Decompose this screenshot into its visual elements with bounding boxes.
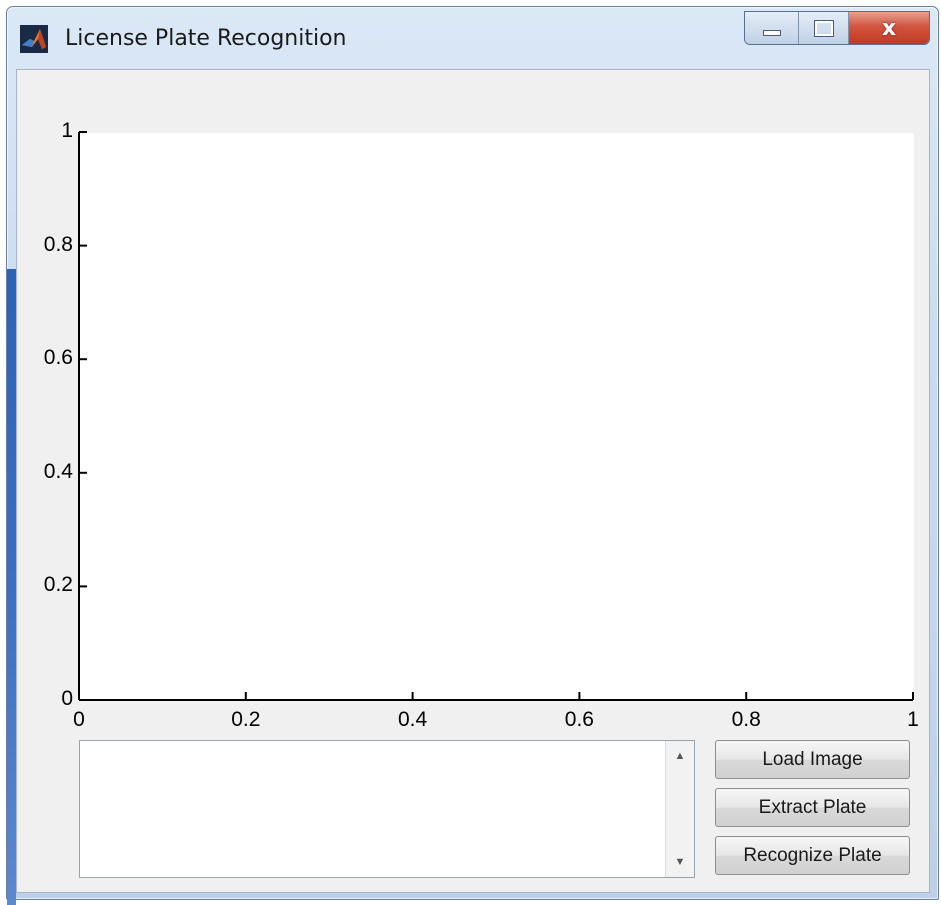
x-tick-label: 0.8 xyxy=(731,708,761,731)
y-tick-label: 0.8 xyxy=(43,232,73,256)
listbox-scrollbar[interactable]: ▲ ▼ xyxy=(665,741,694,877)
load-image-button[interactable]: Load Image xyxy=(715,740,910,779)
scroll-down-arrow-icon[interactable]: ▼ xyxy=(674,856,686,868)
window-left-accent xyxy=(7,269,16,905)
x-tick-label: 0.2 xyxy=(231,708,261,731)
maximize-button[interactable] xyxy=(799,12,849,44)
scroll-up-arrow-icon[interactable]: ▲ xyxy=(674,750,686,762)
minimize-icon xyxy=(762,30,781,36)
y-tick-label: 0.6 xyxy=(43,346,73,370)
extract-plate-button[interactable]: Extract Plate xyxy=(715,788,910,827)
results-listbox[interactable]: ▲ ▼ xyxy=(79,740,695,878)
matlab-icon xyxy=(20,25,48,53)
x-tick-label: 0.4 xyxy=(397,708,428,731)
axes xyxy=(78,131,914,701)
maximize-icon xyxy=(813,19,834,37)
y-tick-label: 0 xyxy=(61,687,73,710)
figure-client-area: 0 0.2 0.4 0.6 0.8 1 0 0.2 0.4 0.6 0.8 1 ▲ ▼ Load Im… xyxy=(16,69,930,893)
x-tick-label: 0 xyxy=(73,708,85,731)
window-title: License Plate Recognition xyxy=(65,26,347,51)
x-tick-label: 0.6 xyxy=(564,708,594,731)
figure-window: License Plate Recognition x 0 0.2 0.4 0.6 0.… xyxy=(6,6,939,905)
close-icon: x xyxy=(881,15,897,41)
window-controls: x xyxy=(744,11,930,45)
x-tick-label: 1 xyxy=(907,708,919,731)
y-tick-label: 0.4 xyxy=(43,459,73,483)
close-button[interactable]: x xyxy=(849,12,929,44)
recognize-plate-button[interactable]: Recognize Plate xyxy=(715,836,910,875)
minimize-button[interactable] xyxy=(745,12,799,44)
y-tick-label: 0.2 xyxy=(43,573,73,597)
axes-plot-area[interactable] xyxy=(80,133,914,701)
y-tick-label: 1 xyxy=(61,119,73,142)
title-bar[interactable]: License Plate Recognition x xyxy=(7,7,938,67)
